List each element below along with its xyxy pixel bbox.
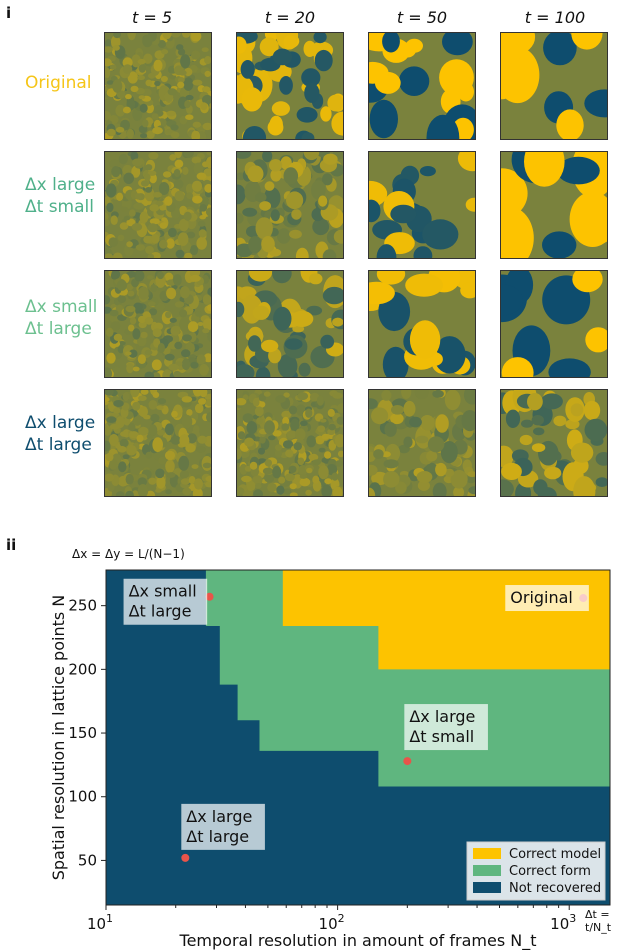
annotation-label: Δx small [129,582,197,601]
y-axis-title: Spatial resolution in lattice points N [49,595,68,881]
annotation-box [123,578,208,625]
row-label-line: Δt large [25,319,92,339]
pattern-image [237,152,343,258]
y-tick-label: 100 [68,788,97,806]
y-tick-label: 50 [78,851,97,869]
pattern-tile [236,270,344,378]
time-title-100: t = 100 [524,8,586,27]
data-point [181,853,190,862]
pattern-image [369,390,475,496]
spacing-formula: Δx = Δy = L/(N−1) [72,547,185,561]
time-title-5: t = 5 [131,8,173,27]
row-label-original: Original [25,72,92,94]
legend-swatch [473,865,501,876]
pattern-tile [104,270,212,378]
pattern-image [369,33,475,139]
time-title-50: t = 50 [396,8,448,27]
pattern-tile [500,389,608,497]
annotation-label: Δx large [186,807,252,826]
pattern-tile [236,151,344,259]
row-label-dx-large-dt-large: Δx large Δt large [25,412,95,456]
pattern-image [369,152,475,258]
pattern-tile [236,389,344,497]
legend-swatch [473,848,501,859]
x-axis-title: Temporal resolution in amount of frames … [179,931,537,951]
annotation-box [404,704,488,751]
legend-label: Correct model [509,847,601,862]
pattern-image [501,390,607,496]
annotation-label: Δt large [186,827,249,846]
annotation-label: Δt small [409,727,474,746]
x-tick-label: 102 [319,912,345,933]
row-label-line: Δx small [25,297,98,317]
row-label-line: Δx large [25,413,96,433]
row-label-line: Original [25,73,92,93]
legend-label: Not recovered [509,881,601,896]
pattern-image [237,271,343,377]
pattern-tile [368,389,476,497]
legend-swatch [473,882,501,893]
pattern-image [105,33,211,139]
data-point [403,757,412,766]
x-tick-label: 103 [550,912,576,933]
spacing-formula-text: Δx = Δy = L/(N−1) [72,547,185,561]
time-title-20: t = 20 [264,8,316,27]
plot-frame [105,569,611,906]
pattern-image [369,271,475,377]
time-step-formula-text: Δt = t/N_t [585,908,612,934]
time-step-formula: Δt = t/N_t [585,908,639,934]
pattern-image [105,271,211,377]
y-tick-label: 150 [68,724,97,742]
pattern-image [501,271,607,377]
pattern-tile [104,151,212,259]
row-label-dx-large-dt-small: Δx large Δt small [25,174,95,218]
annotation-box [505,585,589,612]
pattern-image [105,152,211,258]
row-label-dx-small-dt-large: Δx small Δt large [25,296,97,340]
pattern-tile [368,270,476,378]
pattern-tile [368,32,476,140]
pattern-image [237,33,343,139]
pattern-tile [500,32,608,140]
pattern-tile [104,32,212,140]
row-label-line: Δx large [25,175,96,195]
row-label-line: Δt small [25,197,94,217]
panel-i-label: i [6,4,12,22]
annotation-label: Δt large [129,602,192,621]
pattern-image [237,390,343,496]
annotation-label: Original [510,588,573,607]
annotation-box [181,803,265,850]
pattern-tile [500,151,608,259]
y-tick-label: 200 [68,660,97,678]
pattern-image [501,33,607,139]
pattern-image [501,152,607,258]
y-tick-label: 250 [68,597,97,615]
legend-label: Correct form [509,864,591,879]
annotation-label: Δx large [409,707,475,726]
pattern-tile [500,270,608,378]
pattern-tile [368,151,476,259]
panel-ii-label: ii [6,536,17,554]
row-label-line: Δt large [25,435,92,455]
pattern-image [105,390,211,496]
pattern-tile [236,32,344,140]
x-tick-label: 101 [87,912,113,933]
data-point [205,592,214,601]
pattern-tile [104,389,212,497]
